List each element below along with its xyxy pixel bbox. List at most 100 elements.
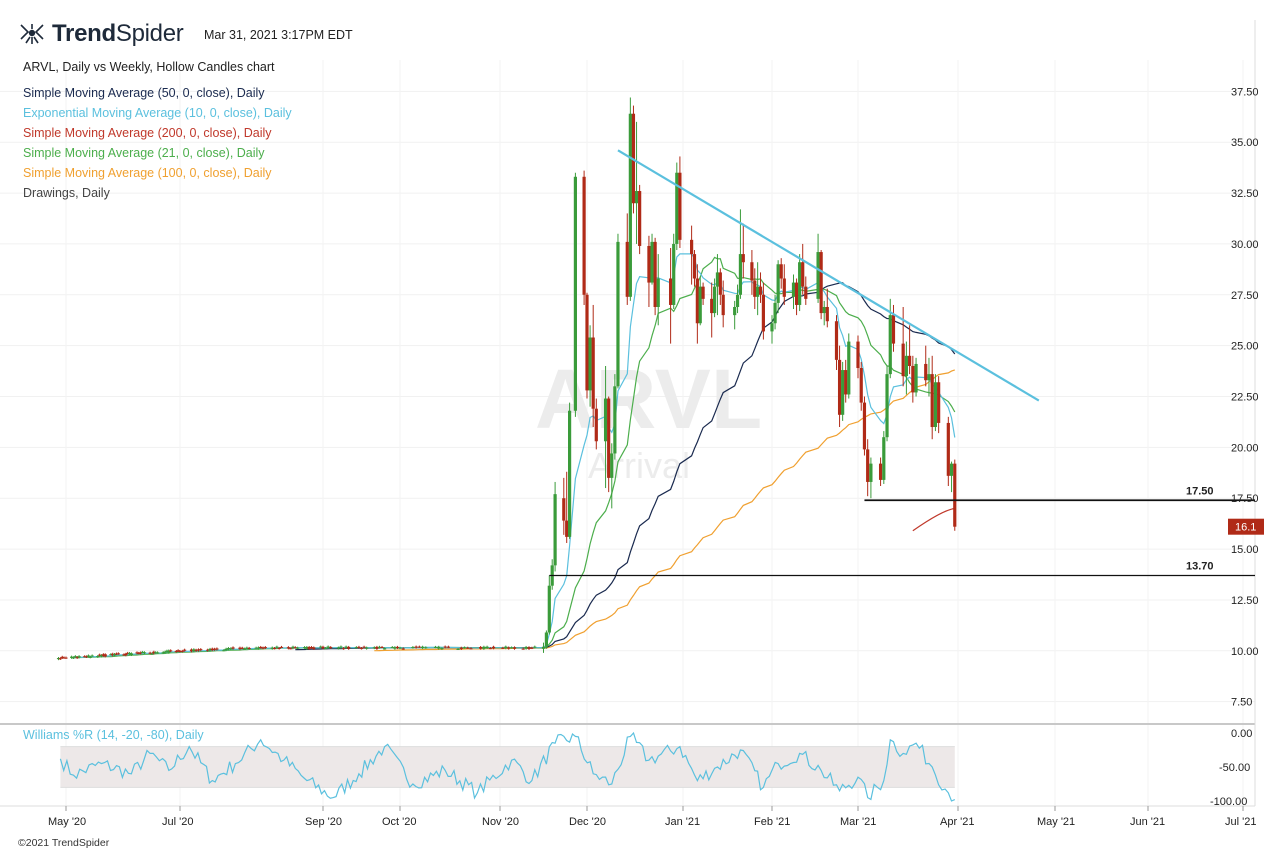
candle-body <box>527 647 531 649</box>
legend-sma100[interactable]: Simple Moving Average (100, 0, close), D… <box>23 166 272 180</box>
candle <box>466 646 470 649</box>
candle <box>329 646 333 649</box>
candle <box>841 361 845 421</box>
candle <box>804 276 808 305</box>
candle-body <box>174 651 178 653</box>
candle <box>550 559 554 590</box>
candle <box>553 481 557 572</box>
candle <box>305 646 309 650</box>
candle <box>911 355 915 403</box>
candle-body <box>247 647 251 649</box>
candle-body <box>856 341 860 369</box>
time-tick-label: Mar '21 <box>840 816 876 828</box>
candle <box>238 646 242 651</box>
candle-body <box>414 646 418 648</box>
brand-prefix: Trend <box>52 20 116 47</box>
candle <box>653 237 657 316</box>
watermark-ticker: ARVL <box>535 352 762 446</box>
candle-body <box>393 647 397 649</box>
candle <box>437 645 441 650</box>
price-tick-label: 30.00 <box>1231 239 1259 251</box>
candle-body <box>70 656 74 658</box>
candle <box>142 651 147 655</box>
candle <box>862 396 867 456</box>
legend-ema10[interactable]: Exponential Moving Average (10, 0, close… <box>23 106 292 120</box>
candle <box>446 645 450 649</box>
candle <box>176 649 180 652</box>
legend-sma50[interactable]: Simple Moving Average (50, 0, close), Da… <box>23 86 265 100</box>
candle <box>286 646 291 650</box>
candle <box>375 645 379 650</box>
candle-body <box>770 323 774 332</box>
time-tick-label: Jul '20 <box>162 816 193 828</box>
candle <box>798 254 802 312</box>
candle <box>77 655 81 659</box>
candle <box>411 646 415 649</box>
candle-body <box>302 647 307 649</box>
legend-sma200[interactable]: Simple Moving Average (200, 0, close), D… <box>23 126 272 140</box>
candle-body <box>84 656 89 658</box>
candle-body <box>908 355 912 366</box>
candle <box>56 657 61 661</box>
candle-body <box>88 656 92 658</box>
candle <box>628 97 632 301</box>
candle-body <box>504 646 508 649</box>
candle <box>844 359 848 403</box>
candle <box>390 646 394 649</box>
legend-drawings[interactable]: Drawings, Daily <box>23 186 110 200</box>
candle-body <box>524 646 528 649</box>
candle-body <box>71 657 76 659</box>
candle-body <box>791 282 796 297</box>
candle-body <box>215 648 219 650</box>
candle <box>380 645 384 649</box>
candle <box>291 645 295 650</box>
candle-body <box>58 658 62 660</box>
candle <box>541 642 546 653</box>
price-tick-label: 27.50 <box>1231 290 1259 302</box>
candle-body <box>64 657 68 659</box>
candle-body <box>847 341 851 395</box>
candle <box>591 304 595 428</box>
candle-body <box>712 286 717 314</box>
candle <box>354 646 358 649</box>
candle <box>122 653 126 656</box>
candle-body <box>891 315 896 344</box>
candle-body <box>701 286 705 299</box>
candle <box>721 280 725 328</box>
candle-body <box>270 647 274 649</box>
candle-body <box>756 286 760 297</box>
candle-body <box>137 652 141 654</box>
candle-body <box>231 647 235 649</box>
candle-body <box>672 243 676 305</box>
support-level-label: 13.70 <box>1186 561 1214 573</box>
candle-body <box>750 262 754 281</box>
candle-body <box>75 657 79 659</box>
candle <box>206 648 210 652</box>
candle-body <box>390 647 394 649</box>
candle-body <box>224 648 228 651</box>
candle <box>638 184 642 255</box>
candle <box>882 431 886 484</box>
candle-body <box>96 655 100 657</box>
candle <box>137 651 141 655</box>
williams-r-label[interactable]: Williams %R (14, -20, -80), Daily <box>23 728 204 742</box>
legend-sma21[interactable]: Simple Moving Average (21, 0, close), Da… <box>23 146 265 160</box>
candle-body <box>229 648 233 650</box>
candle <box>782 264 786 305</box>
candle <box>822 300 826 326</box>
candle <box>710 282 714 338</box>
candle-body <box>625 241 629 297</box>
candle <box>401 647 405 650</box>
candle-body <box>695 278 699 324</box>
candle <box>650 233 654 285</box>
candle <box>456 647 460 650</box>
candle <box>773 294 777 330</box>
candle-body <box>126 652 130 654</box>
candle-body <box>650 241 654 283</box>
candle-body <box>286 647 291 649</box>
sma200-line <box>912 507 955 532</box>
candle <box>208 647 212 652</box>
candle <box>112 652 117 657</box>
candle <box>594 398 598 450</box>
candle-body <box>638 191 642 246</box>
